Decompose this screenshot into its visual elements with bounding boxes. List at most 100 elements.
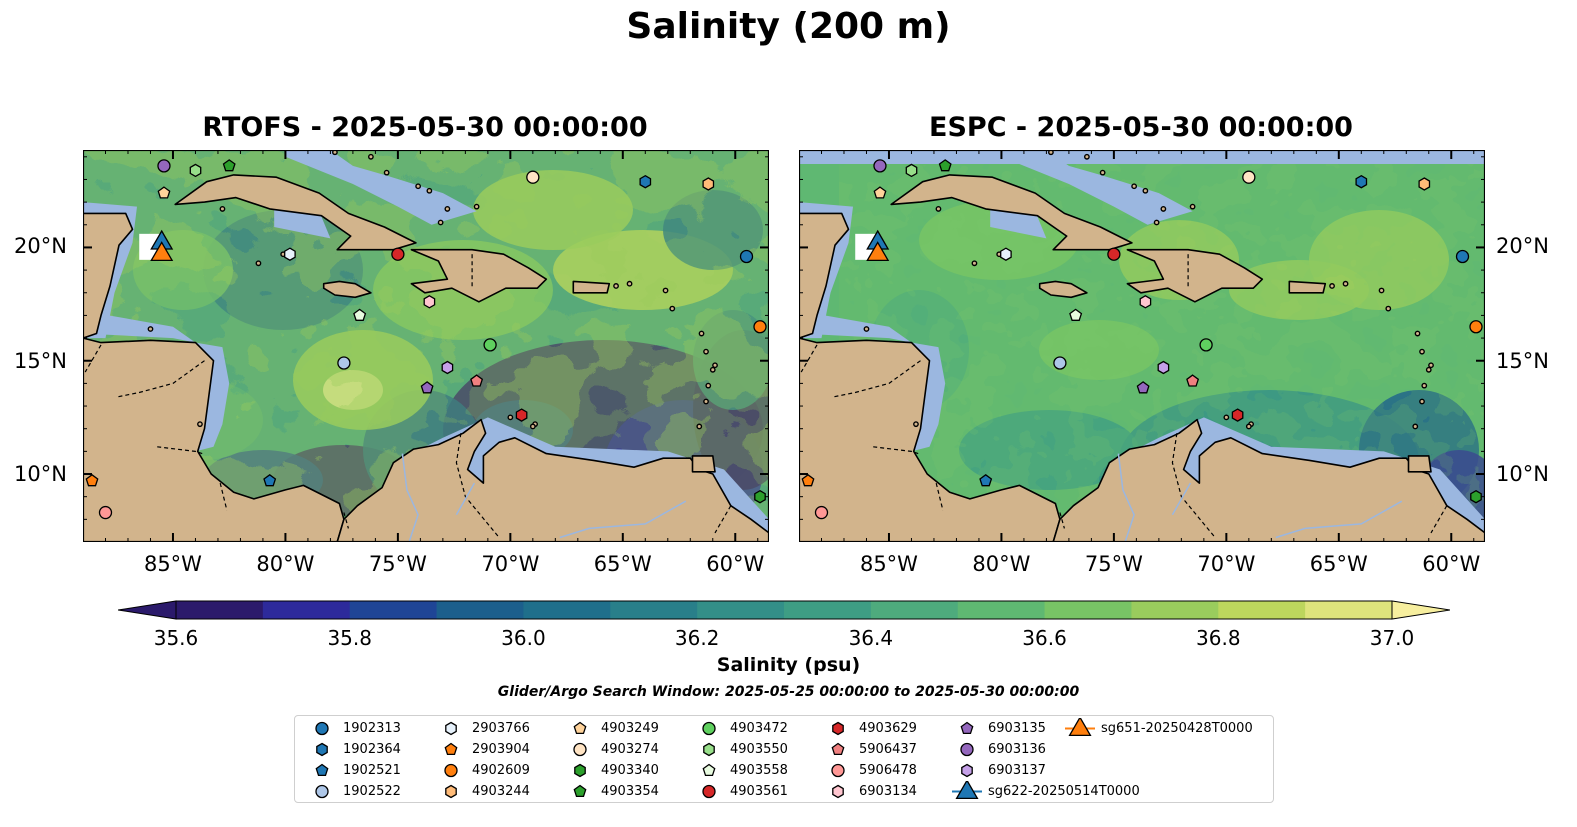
legend-item-label: 6903136 xyxy=(988,742,1046,757)
float-6903136 xyxy=(873,159,887,173)
float-6903136 xyxy=(157,159,171,173)
legend-column: 6903135 6903136 6903137 sg622-20250514T0000 xyxy=(950,718,1140,802)
river xyxy=(1275,500,1403,539)
pentagon-marker-icon xyxy=(444,742,458,756)
hexagon-marker-icon xyxy=(832,721,844,736)
legend-item: 4903561 xyxy=(692,781,788,802)
float-4903550 xyxy=(905,163,918,178)
country-border xyxy=(873,446,919,455)
hexagon-marker xyxy=(445,784,457,799)
colorbar-tick-label: 35.8 xyxy=(327,626,372,650)
colorbar-bin xyxy=(349,601,438,619)
land-puertoRico xyxy=(1288,280,1327,294)
country-border xyxy=(800,344,818,373)
circle-marker xyxy=(444,763,458,778)
legend-item-label: 5906478 xyxy=(859,763,917,778)
small-island xyxy=(1385,305,1392,312)
pentagon-marker xyxy=(315,763,329,777)
legend-item: 4903340 xyxy=(563,760,659,781)
small-island xyxy=(473,203,480,210)
colorbar-bin xyxy=(262,601,351,619)
shallow-shelf xyxy=(799,310,912,343)
float-4903629 xyxy=(1231,408,1244,422)
small-island xyxy=(1378,287,1385,294)
small-island xyxy=(444,206,451,212)
float-1902521 xyxy=(263,473,277,487)
legend-item-label: 4903274 xyxy=(601,742,659,757)
legend-item-label: 2903904 xyxy=(472,742,530,757)
colorbar-tick-label: 35.6 xyxy=(153,626,199,650)
colorbar-bin xyxy=(1131,601,1219,619)
circle-marker-icon xyxy=(831,763,845,778)
float-6903137 xyxy=(1157,360,1170,375)
colorbar-tick-label: 36.8 xyxy=(1196,626,1241,650)
small-island xyxy=(507,414,514,421)
small-island xyxy=(1414,330,1421,337)
triangle-marker-icon xyxy=(952,781,982,800)
float-4903249 xyxy=(873,186,887,199)
float-6903134 xyxy=(1139,295,1152,309)
legend-item-label: 1902522 xyxy=(343,784,401,799)
colorbar-label: Salinity (psu) xyxy=(716,654,861,676)
float-4903244 xyxy=(702,177,715,191)
small-island xyxy=(935,206,942,212)
legend-item-label: 1902313 xyxy=(343,721,401,736)
legend-item: 2903904 xyxy=(434,739,530,760)
circle-marker xyxy=(702,784,716,799)
hexagon-marker xyxy=(574,763,586,778)
legend-item-label: 4903561 xyxy=(730,784,788,799)
espc-lon-label: 80°W xyxy=(972,552,1031,576)
river xyxy=(1117,453,1135,542)
espc-lon-label: 70°W xyxy=(1197,552,1256,576)
float-2903904 xyxy=(801,473,815,487)
colorbar-bin xyxy=(697,601,785,619)
small-island xyxy=(1131,183,1138,190)
circle-marker-icon xyxy=(960,742,974,757)
rtofs-lon-label: 70°W xyxy=(481,552,540,576)
legend-item: 4902609 xyxy=(434,760,530,781)
small-island xyxy=(1421,382,1428,389)
rtofs-salinity-map xyxy=(83,150,769,542)
legend-item: 4903249 xyxy=(563,718,659,739)
colorbar-frame xyxy=(175,600,1393,620)
colorbar-tick-label: 37.0 xyxy=(1369,626,1415,650)
colorbar-extend-low xyxy=(118,600,177,620)
shallow-shelf xyxy=(285,150,477,225)
legend-item-label: sg622-20250514T0000 xyxy=(988,784,1140,799)
circle-marker-icon xyxy=(702,784,716,799)
small-island xyxy=(698,330,705,337)
small-island xyxy=(669,305,676,312)
float-1902313 xyxy=(739,249,754,264)
pentagon-marker xyxy=(702,763,716,777)
hexagon-marker xyxy=(316,742,328,757)
float-4903558 xyxy=(353,308,367,321)
country-border xyxy=(714,505,732,534)
country-border xyxy=(1430,505,1448,534)
colorbar-bin xyxy=(436,601,524,619)
legend-column: 4903249 4903274 4903340 4903354 xyxy=(563,718,659,802)
rtofs-lat-label-10n: 10°N xyxy=(14,462,67,486)
colorbar-bin xyxy=(870,601,959,619)
hexagon-marker-icon xyxy=(961,763,973,778)
rtofs-lon-label: 60°W xyxy=(706,552,765,576)
colorbar-bin xyxy=(523,601,611,619)
legend-item: 1902313 xyxy=(305,718,401,739)
hexagon-marker-icon xyxy=(445,784,457,799)
land-southAmerica xyxy=(1052,418,1485,542)
hexagon-marker xyxy=(703,742,715,757)
land-hispaniola xyxy=(410,248,548,303)
land-hispaniola xyxy=(1126,248,1264,303)
legend-item-label: 2903766 xyxy=(472,721,530,736)
legend-column: 2903766 2903904 4902609 4903244 xyxy=(434,718,530,802)
land-yucatan xyxy=(799,212,850,339)
small-island xyxy=(367,153,374,160)
country-border xyxy=(1171,433,1216,538)
float-5906437 xyxy=(1186,374,1200,387)
circle-marker xyxy=(960,742,974,757)
float-1902313 xyxy=(1455,249,1470,264)
float-4903249 xyxy=(157,186,171,199)
legend-item-label: 4903550 xyxy=(730,742,788,757)
float-4903561 xyxy=(1107,247,1121,261)
map-frame xyxy=(799,150,1485,542)
hexagon-marker xyxy=(832,721,844,736)
